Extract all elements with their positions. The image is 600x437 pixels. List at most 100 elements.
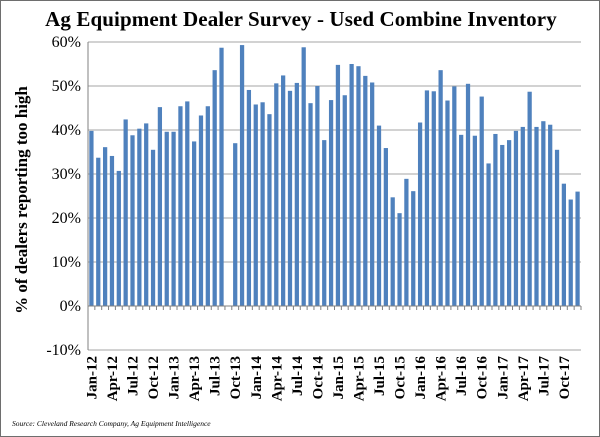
- x-tick-label: Jul-14: [290, 356, 306, 397]
- x-tick-label: Jul-15: [372, 356, 388, 396]
- y-tick-label: 60%: [52, 34, 81, 51]
- bar: [520, 126, 525, 306]
- x-tick-label: Apr-15: [351, 356, 367, 401]
- bar: [89, 130, 94, 306]
- bar: [260, 102, 265, 306]
- bar: [198, 115, 204, 306]
- bar: [102, 147, 108, 306]
- x-tick-label: Oct-15: [393, 356, 409, 399]
- bar: [431, 91, 436, 306]
- bar: [390, 197, 395, 306]
- bar: [239, 45, 245, 307]
- x-tick-label: Jul-12: [126, 356, 142, 396]
- x-tick-label: Apr-17: [516, 356, 532, 402]
- y-tick-label: 0%: [60, 298, 81, 315]
- bar: [575, 191, 580, 306]
- bar: [452, 86, 457, 306]
- bar: [404, 178, 409, 306]
- bar: [397, 213, 402, 306]
- bar: [281, 75, 286, 306]
- bar: [109, 155, 115, 306]
- x-tick-label: Jul-17: [536, 356, 552, 397]
- x-tick-label: Oct-13: [228, 356, 244, 399]
- bar: [137, 128, 142, 306]
- bar: [534, 126, 539, 306]
- bar: [424, 90, 430, 307]
- bar: [233, 143, 238, 306]
- x-tick-label: Jan-14: [249, 356, 265, 400]
- bar: [383, 148, 388, 306]
- bar: [171, 131, 176, 306]
- bar: [506, 140, 512, 306]
- bar: [411, 191, 416, 306]
- bar: [267, 114, 272, 306]
- bar: [328, 100, 334, 306]
- bar: [363, 75, 368, 306]
- bar: [493, 133, 498, 306]
- y-tick-label: 10%: [52, 254, 81, 271]
- bar: [123, 119, 128, 306]
- bar: [541, 121, 546, 306]
- bar: [349, 64, 354, 306]
- bar: [157, 107, 163, 307]
- bar: [178, 106, 183, 307]
- bar: [246, 89, 252, 307]
- bar: [335, 64, 341, 306]
- bar: [219, 47, 224, 306]
- y-tick-label: 50%: [52, 78, 81, 95]
- x-tick-label: Apr-16: [434, 356, 450, 402]
- bar: [465, 83, 471, 306]
- source-note: Source: Cleveland Research Company, Ag E…: [12, 419, 211, 428]
- bar: [548, 124, 553, 306]
- y-tick-label: -10%: [46, 342, 81, 359]
- bar: [253, 104, 258, 306]
- x-tick-label: Oct-17: [557, 356, 573, 400]
- bar: [144, 123, 149, 307]
- bar: [212, 70, 217, 306]
- bar: [192, 141, 197, 306]
- bar: [376, 125, 382, 306]
- y-tick-label: 40%: [52, 122, 81, 139]
- bar: [479, 96, 484, 306]
- bar: [438, 70, 443, 306]
- bar: [116, 170, 121, 306]
- bar: [445, 100, 450, 307]
- bar: [568, 199, 573, 306]
- x-tick-label: Oct-16: [475, 356, 491, 400]
- y-tick-label: 30%: [52, 166, 81, 183]
- bar: [370, 82, 375, 306]
- x-tick-label: Jan-16: [413, 356, 429, 400]
- bar: [308, 103, 313, 306]
- x-tick-label: Jan-15: [331, 356, 347, 399]
- bar: [322, 140, 327, 306]
- bar: [164, 131, 169, 306]
- bar: [561, 183, 567, 306]
- x-tick-label: Jan-17: [495, 356, 511, 400]
- chart-title: Ag Equipment Dealer Survey - Used Combin…: [45, 7, 557, 31]
- bar: [342, 95, 347, 307]
- x-tick-label: Jul-13: [208, 356, 224, 396]
- x-tick-label: Jan-13: [167, 356, 183, 399]
- bar: [500, 144, 505, 306]
- bar: [130, 135, 135, 306]
- x-tick-label: Oct-12: [146, 356, 162, 399]
- bar: [513, 130, 519, 306]
- bar: [356, 66, 361, 306]
- bar: [315, 86, 320, 306]
- x-tick-label: Oct-14: [310, 356, 326, 400]
- bar: [274, 83, 279, 306]
- bar: [417, 122, 423, 307]
- bar: [554, 149, 560, 306]
- bar: [185, 101, 190, 307]
- bar: [294, 82, 299, 306]
- x-tick-label: Apr-12: [105, 356, 121, 401]
- y-axis-title: % of dealers reporting too high: [12, 86, 31, 314]
- y-tick-label: 20%: [52, 210, 81, 227]
- bar: [150, 149, 156, 306]
- bar: [472, 135, 477, 306]
- bar: [301, 47, 306, 306]
- bar: [287, 90, 293, 306]
- bar: [486, 163, 491, 306]
